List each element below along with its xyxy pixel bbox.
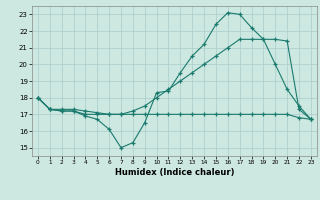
X-axis label: Humidex (Indice chaleur): Humidex (Indice chaleur) bbox=[115, 168, 234, 177]
